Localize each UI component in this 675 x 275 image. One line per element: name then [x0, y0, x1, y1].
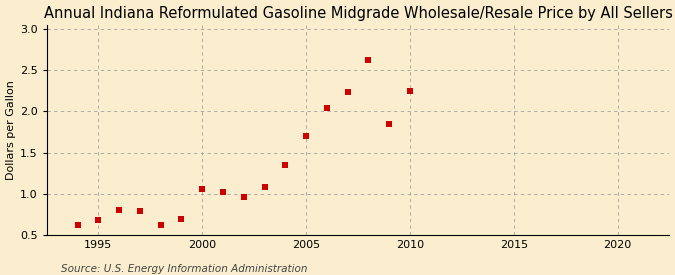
Point	[114, 208, 125, 212]
Point	[383, 122, 394, 126]
Text: Source: U.S. Energy Information Administration: Source: U.S. Energy Information Administ…	[61, 264, 307, 274]
Point	[176, 217, 187, 221]
Point	[404, 89, 415, 94]
Point	[321, 106, 332, 110]
Point	[238, 195, 249, 199]
Point	[72, 223, 83, 228]
Point	[93, 218, 104, 223]
Point	[342, 90, 353, 95]
Point	[155, 223, 166, 228]
Title: Annual Indiana Reformulated Gasoline Midgrade Wholesale/Resale Price by All Sell: Annual Indiana Reformulated Gasoline Mid…	[43, 6, 672, 21]
Point	[197, 187, 208, 191]
Point	[280, 163, 291, 167]
Point	[259, 184, 270, 189]
Point	[134, 209, 145, 214]
Point	[217, 189, 228, 194]
Y-axis label: Dollars per Gallon: Dollars per Gallon	[5, 80, 16, 180]
Point	[363, 58, 374, 62]
Point	[300, 134, 311, 138]
